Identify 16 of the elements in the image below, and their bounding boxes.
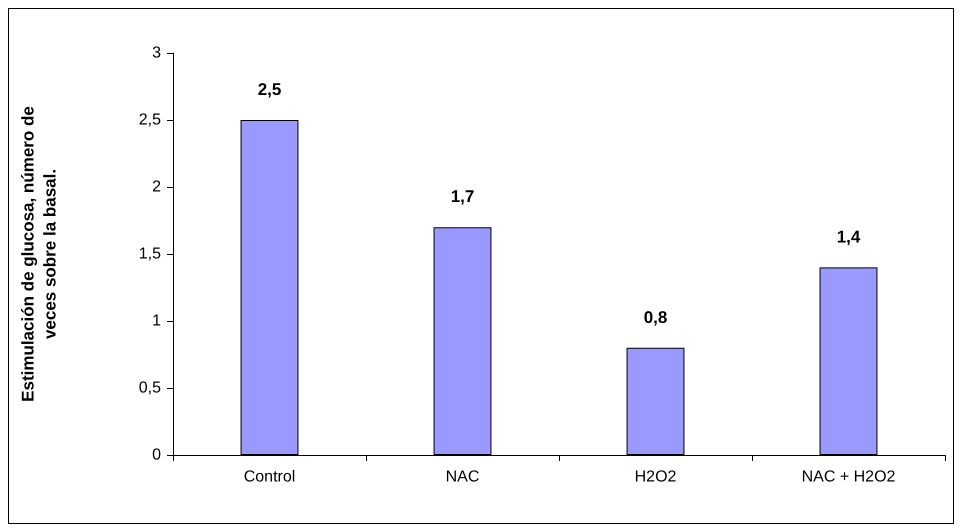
y-tick-label: 1,5 bbox=[138, 246, 162, 262]
y-tick-label: 2 bbox=[152, 178, 162, 196]
y-tick-label: 0,5 bbox=[138, 380, 162, 396]
y-axis-title: Estimulación de glucosa, número de veces sobre la basal. bbox=[18, 106, 60, 402]
y-tick-label: 3 bbox=[152, 44, 162, 62]
data-label: 2,5 bbox=[258, 80, 282, 99]
data-label: 0,8 bbox=[644, 308, 668, 327]
y-tick-label: 2,5 bbox=[138, 112, 162, 128]
y-tick-label: 1 bbox=[152, 312, 162, 330]
data-label: 1,7 bbox=[450, 187, 474, 206]
data-label: 1,4 bbox=[836, 227, 861, 246]
x-tick-label: H2O2 bbox=[634, 468, 676, 486]
x-tick-label: NAC + H2O2 bbox=[802, 468, 896, 486]
y-tick-label: 0 bbox=[152, 446, 162, 464]
x-tick-label: Control bbox=[244, 468, 296, 486]
x-tick-label: NAC bbox=[446, 468, 480, 486]
